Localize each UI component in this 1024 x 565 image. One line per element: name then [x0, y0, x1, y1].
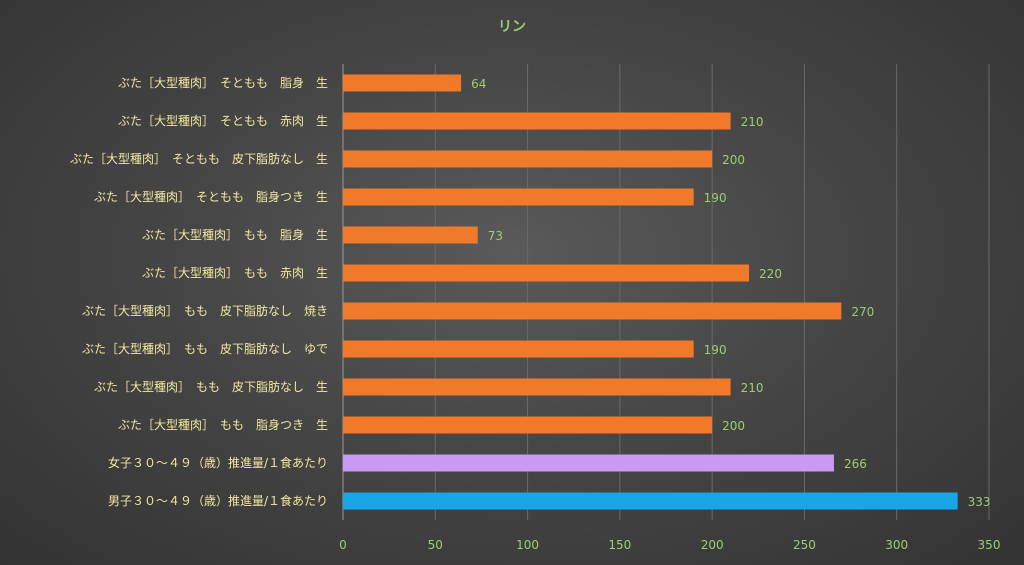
bar [343, 340, 694, 358]
x-tick-label: 200 [701, 538, 724, 552]
gridlines [342, 64, 990, 520]
data-label: 210 [741, 115, 764, 129]
data-label: 333 [968, 495, 991, 509]
bar [343, 226, 478, 244]
data-label: 200 [722, 419, 745, 433]
bar [343, 264, 750, 282]
bar [343, 492, 958, 510]
category-label: 男子３０～４９（歳）推進量/１食あたり [108, 493, 328, 508]
category-label: ぶた［大型種肉］ もも 皮下脂肪なし 生 [94, 379, 328, 394]
category-label: ぶた［大型種肉］ そともも 赤肉 生 [118, 114, 328, 128]
category-label: ぶた［大型種肉］ そともも 脂身 生 [118, 75, 328, 90]
category-label: ぶた［大型種肉］ もも 脂身つき 生 [118, 417, 328, 432]
data-label: 210 [741, 381, 764, 395]
data-label: 73 [488, 229, 503, 243]
category-label: ぶた［大型種肉］ もも 皮下脂肪なし ゆで [82, 341, 328, 356]
x-tick-label: 350 [978, 538, 1001, 552]
data-label: 190 [704, 191, 727, 205]
category-label: ぶた［大型種肉］ そともも 脂身つき 生 [94, 189, 328, 204]
bar [343, 416, 713, 434]
bar [343, 74, 462, 92]
data-label: 200 [722, 153, 745, 167]
x-tick-label: 250 [793, 538, 816, 552]
category-label: ぶた［大型種肉］ もも 脂身 生 [142, 227, 328, 242]
bar [343, 302, 842, 320]
x-tick-label: 300 [885, 538, 908, 552]
bar [343, 188, 694, 206]
data-labels: 64 210 200 190 73 220 270 190 210 200 266 333 [471, 77, 990, 509]
x-axis-ticks: 0 50 100 150 200 250 300 350 [339, 538, 1000, 552]
category-label: 女子３０～４９（歳）推進量/１食あたり [108, 455, 328, 470]
x-tick-label: 150 [608, 538, 631, 552]
data-label: 190 [704, 343, 727, 357]
data-label: 266 [844, 457, 867, 471]
bar [343, 112, 731, 130]
x-tick-label: 0 [339, 538, 347, 552]
data-label: 270 [851, 305, 874, 319]
bar [343, 378, 731, 396]
category-label: ぶた［大型種肉］ もも 赤肉 生 [142, 266, 328, 280]
bars [343, 74, 958, 510]
x-tick-label: 50 [428, 538, 443, 552]
data-label: 64 [471, 77, 486, 91]
bar [343, 454, 834, 472]
data-label: 220 [759, 267, 782, 281]
category-label: ぶた［大型種肉］ そともも 皮下脂肪なし 生 [70, 151, 328, 166]
x-tick-label: 100 [516, 538, 539, 552]
category-labels: ぶた［大型種肉］ そともも 脂身 生ぶた［大型種肉］ そともも 赤肉 生ぶた［大… [70, 75, 328, 508]
chart-title: リン [498, 19, 526, 35]
bar [343, 150, 713, 168]
category-label: ぶた［大型種肉］ もも 皮下脂肪なし 焼き [82, 303, 328, 318]
